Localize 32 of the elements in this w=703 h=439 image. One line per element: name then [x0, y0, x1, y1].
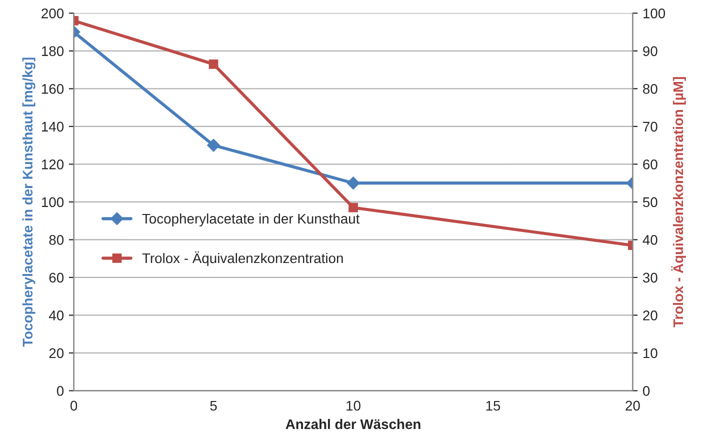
y2-tick-label: 70 — [643, 122, 658, 132]
y-tick-label: 40 — [48, 310, 64, 320]
legend-label: Trolox - Äquivalenzkonzentration — [142, 251, 343, 266]
y-tick-label: 80 — [49, 235, 64, 245]
y2-tick-label: 0 — [642, 386, 650, 396]
y-tick-label: 160 — [42, 84, 64, 94]
y-tick-label: 140 — [42, 122, 64, 132]
y-tick-label: 60 — [49, 272, 64, 283]
x-tick-label: 10 — [346, 400, 360, 411]
y-tick-label: 120 — [42, 160, 64, 170]
y2-tick-label: 100 — [643, 8, 666, 18]
x-tick-label: 20 — [626, 400, 640, 411]
y-tick-label: 100 — [42, 197, 64, 208]
y2-tick-label: 90 — [643, 46, 658, 56]
y2-axis-title: Trolox - Äquivalenzkonzentration [µM] — [671, 77, 686, 328]
y2-tick-label: 30 — [642, 272, 658, 283]
y-tick-label: 200 — [42, 8, 64, 18]
y-axis-title: Tocopherylacetate in der Kunsthaut [mg/kg] — [22, 58, 36, 347]
x-axis-title: Anzahl der Wäschen — [286, 418, 420, 430]
y2-tick-label: 20 — [643, 310, 658, 320]
y2-tick-label: 50 — [642, 197, 658, 208]
y2-tick-label: 40 — [642, 235, 658, 245]
y2-tick-label: 80 — [643, 84, 658, 94]
y-tick-label: 20 — [49, 348, 64, 358]
y-tick-label: 0 — [56, 386, 64, 396]
x-tick-label: 15 — [486, 400, 500, 411]
y2-tick-label: 60 — [643, 160, 658, 170]
x-tick-label: 0 — [70, 400, 78, 411]
x-tick-label: 5 — [210, 400, 217, 411]
y-tick-label: 180 — [42, 46, 64, 56]
y2-tick-label: 10 — [643, 348, 658, 358]
legend-label: Tocopherylacetate in der Kunsthaut — [142, 213, 360, 226]
